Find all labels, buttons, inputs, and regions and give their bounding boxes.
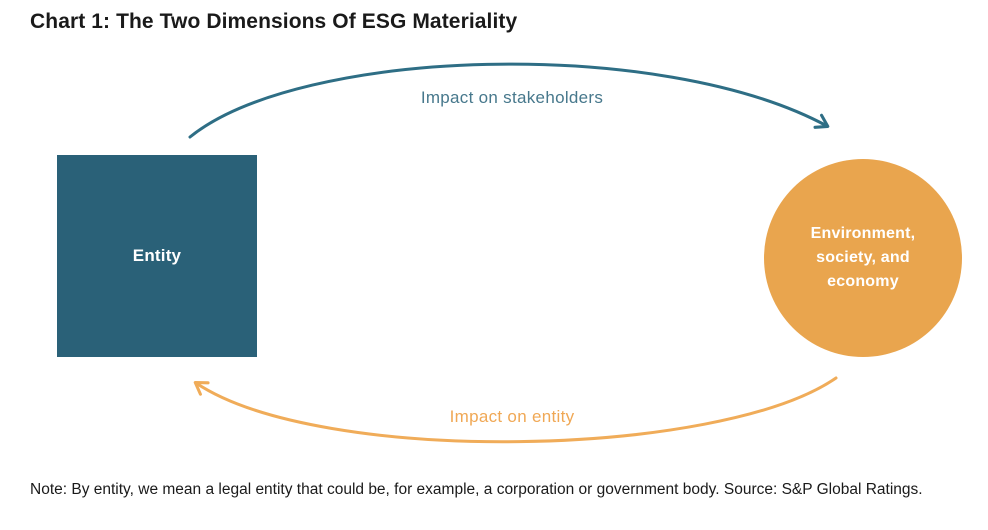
impact-on-entity-label: Impact on entity: [449, 407, 575, 426]
environment-society-economy-label: Environment, society, and economy: [810, 225, 916, 290]
impact-on-stakeholders-label: Impact on stakeholders: [420, 88, 604, 107]
environment-society-economy-circle: Environment, society, and economy: [764, 159, 962, 357]
entity-box: Entity: [57, 155, 257, 357]
entity-label: Entity: [132, 246, 182, 265]
footnote: Note: By entity, we mean a legal entity …: [30, 481, 923, 498]
chart-title: Chart 1: The Two Dimensions Of ESG Mater…: [30, 10, 518, 33]
